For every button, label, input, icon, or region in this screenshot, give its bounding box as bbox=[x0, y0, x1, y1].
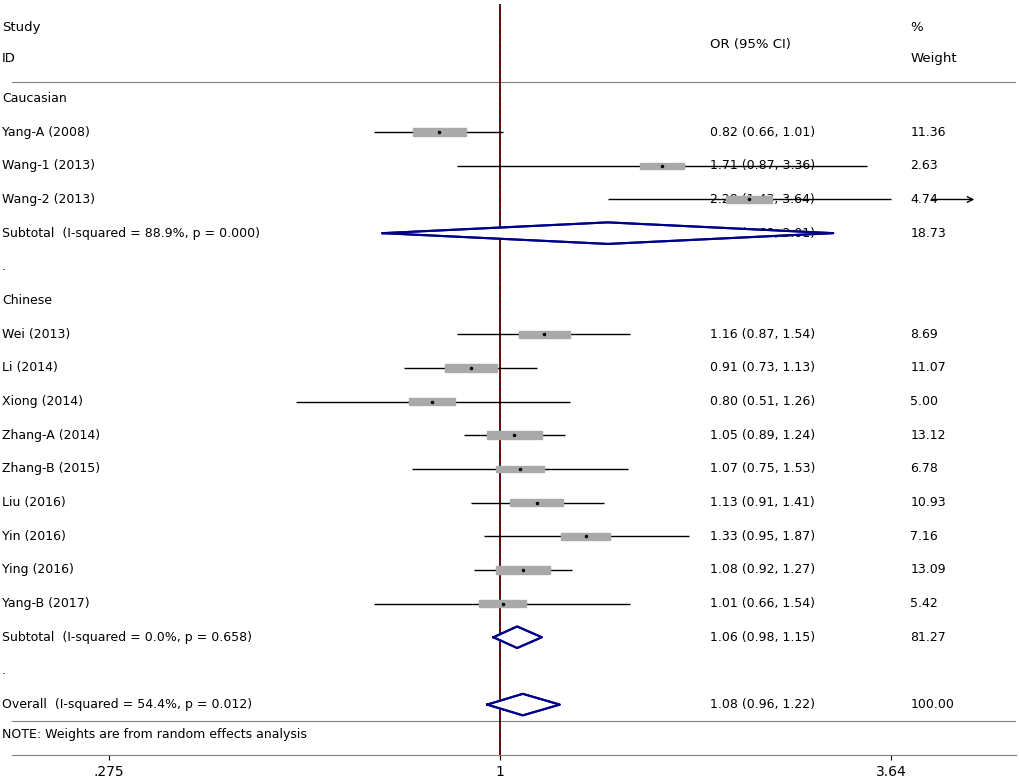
Text: 81.27: 81.27 bbox=[910, 631, 946, 644]
Text: 6.78: 6.78 bbox=[910, 463, 937, 475]
Text: .: . bbox=[2, 260, 6, 273]
Text: Xiong (2014): Xiong (2014) bbox=[2, 395, 83, 408]
Text: 0.82 (0.66, 1.01): 0.82 (0.66, 1.01) bbox=[709, 125, 814, 139]
Bar bbox=[486, 431, 541, 439]
Text: Wang-1 (2013): Wang-1 (2013) bbox=[2, 159, 95, 172]
Polygon shape bbox=[487, 694, 559, 716]
Text: Overall  (I-squared = 54.4%, p = 0.012): Overall (I-squared = 54.4%, p = 0.012) bbox=[2, 698, 252, 711]
Text: 1.06 (0.98, 1.15): 1.06 (0.98, 1.15) bbox=[709, 631, 814, 644]
Polygon shape bbox=[493, 626, 541, 648]
Text: 18.73: 18.73 bbox=[910, 226, 946, 240]
Text: %: % bbox=[910, 21, 922, 34]
Text: 1.43 (0.68, 3.01): 1.43 (0.68, 3.01) bbox=[709, 226, 814, 240]
Text: 11.07: 11.07 bbox=[910, 361, 946, 374]
Text: 13.09: 13.09 bbox=[910, 564, 946, 576]
Text: Liu (2016): Liu (2016) bbox=[2, 496, 65, 509]
Text: 10.93: 10.93 bbox=[910, 496, 946, 509]
Bar bbox=[560, 533, 609, 539]
Text: Subtotal  (I-squared = 88.9%, p = 0.000): Subtotal (I-squared = 88.9%, p = 0.000) bbox=[2, 226, 260, 240]
Text: 1.13 (0.91, 1.41): 1.13 (0.91, 1.41) bbox=[709, 496, 813, 509]
Bar bbox=[510, 499, 562, 507]
Text: 2.63: 2.63 bbox=[910, 159, 937, 172]
Polygon shape bbox=[382, 222, 833, 244]
Text: ID: ID bbox=[2, 52, 16, 64]
Text: Yang-A (2008): Yang-A (2008) bbox=[2, 125, 90, 139]
Text: Yin (2016): Yin (2016) bbox=[2, 530, 66, 543]
Text: 2.28 (1.43, 3.64): 2.28 (1.43, 3.64) bbox=[709, 193, 813, 206]
Text: Wang-2 (2013): Wang-2 (2013) bbox=[2, 193, 95, 206]
Bar bbox=[495, 566, 549, 574]
Text: Zhang-B (2015): Zhang-B (2015) bbox=[2, 463, 100, 475]
Bar bbox=[639, 163, 684, 169]
Text: 1.71 (0.87, 3.36): 1.71 (0.87, 3.36) bbox=[709, 159, 814, 172]
Text: 100.00: 100.00 bbox=[910, 698, 954, 711]
Text: 13.12: 13.12 bbox=[910, 429, 945, 442]
Bar bbox=[444, 364, 497, 372]
Text: 1.05 (0.89, 1.24): 1.05 (0.89, 1.24) bbox=[709, 429, 814, 442]
Text: 1.08 (0.96, 1.22): 1.08 (0.96, 1.22) bbox=[709, 698, 814, 711]
Text: NOTE: Weights are from random effects analysis: NOTE: Weights are from random effects an… bbox=[2, 728, 307, 742]
Bar bbox=[479, 601, 526, 607]
Text: Yang-B (2017): Yang-B (2017) bbox=[2, 597, 90, 610]
Text: 0.91 (0.73, 1.13): 0.91 (0.73, 1.13) bbox=[709, 361, 814, 374]
Text: .: . bbox=[2, 665, 6, 677]
Text: Subtotal  (I-squared = 0.0%, p = 0.658): Subtotal (I-squared = 0.0%, p = 0.658) bbox=[2, 631, 252, 644]
Text: 11.36: 11.36 bbox=[910, 125, 945, 139]
Text: 0.80 (0.51, 1.26): 0.80 (0.51, 1.26) bbox=[709, 395, 814, 408]
Text: 5.00: 5.00 bbox=[910, 395, 937, 408]
Text: 7.16: 7.16 bbox=[910, 530, 937, 543]
Text: Study: Study bbox=[2, 21, 41, 34]
Text: Caucasian: Caucasian bbox=[2, 92, 66, 105]
Text: 1.33 (0.95, 1.87): 1.33 (0.95, 1.87) bbox=[709, 530, 814, 543]
Text: 1.07 (0.75, 1.53): 1.07 (0.75, 1.53) bbox=[709, 463, 814, 475]
Bar bbox=[495, 466, 544, 472]
Text: 1.08 (0.92, 1.27): 1.08 (0.92, 1.27) bbox=[709, 564, 814, 576]
Text: 1.16 (0.87, 1.54): 1.16 (0.87, 1.54) bbox=[709, 327, 814, 341]
Bar bbox=[413, 128, 466, 136]
Text: OR (95% CI): OR (95% CI) bbox=[709, 38, 790, 51]
Bar bbox=[409, 399, 454, 405]
Text: 5.42: 5.42 bbox=[910, 597, 937, 610]
Text: Ying (2016): Ying (2016) bbox=[2, 564, 73, 576]
Text: Chinese: Chinese bbox=[2, 294, 52, 307]
Text: 8.69: 8.69 bbox=[910, 327, 937, 341]
Bar bbox=[726, 197, 771, 203]
Text: 1.01 (0.66, 1.54): 1.01 (0.66, 1.54) bbox=[709, 597, 814, 610]
Text: Wei (2013): Wei (2013) bbox=[2, 327, 70, 341]
Text: 4.74: 4.74 bbox=[910, 193, 937, 206]
Text: Li (2014): Li (2014) bbox=[2, 361, 58, 374]
Text: Zhang-A (2014): Zhang-A (2014) bbox=[2, 429, 100, 442]
Bar bbox=[519, 330, 569, 337]
Text: Weight: Weight bbox=[910, 52, 956, 64]
